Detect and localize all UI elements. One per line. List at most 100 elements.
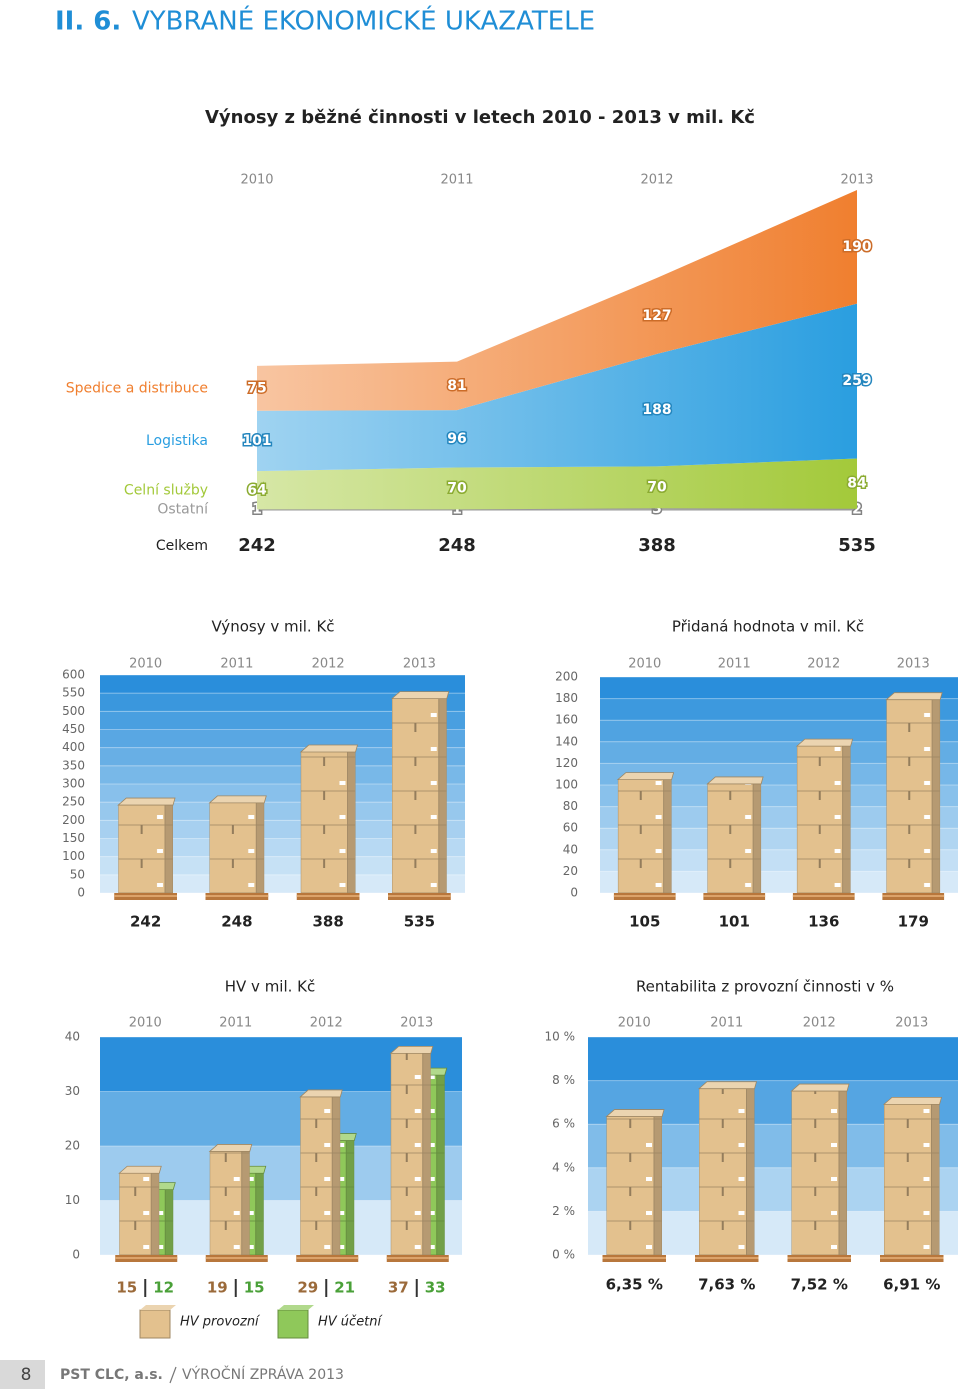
bar — [209, 802, 265, 893]
pallet-slat — [602, 1257, 666, 1259]
bar — [791, 1091, 847, 1255]
value-label: 84 — [847, 476, 867, 492]
bar — [707, 783, 762, 893]
x-tick-label: 2010 — [129, 657, 162, 672]
box-lid — [882, 1096, 943, 1105]
x-tick-label: 2012 — [807, 657, 840, 672]
value-label: 6,35 % — [606, 1276, 663, 1294]
value-label: 248 — [221, 913, 252, 931]
y-tick-label: 50 — [70, 867, 85, 881]
pallet-slat — [882, 895, 945, 897]
legend-label: Spedice a distribuce — [66, 380, 208, 396]
value-label: 7,52 % — [791, 1276, 848, 1294]
chart-title: Výnosy v mil. Kč — [211, 618, 334, 636]
plot-band — [600, 763, 958, 785]
box-lid — [616, 772, 675, 780]
x-tick-label: 2011 — [220, 657, 253, 672]
plot-band — [600, 720, 958, 742]
plot-band — [100, 747, 465, 766]
total-value: 248 — [438, 535, 476, 556]
y-tick-label: 200 — [62, 813, 85, 827]
legend-label: Ostatní — [157, 502, 209, 518]
y-tick-label: 350 — [62, 758, 85, 772]
plot-band — [100, 820, 465, 839]
chart-title: Rentabilita z provozní činnosti v % — [636, 978, 894, 996]
value-label: 81 — [447, 378, 466, 394]
x-tick-label: 2012 — [310, 1016, 343, 1031]
box-lid — [795, 738, 854, 747]
chart-title: Přidaná hodnota v mil. Kč — [672, 618, 864, 636]
value-label: 15 — [244, 1279, 265, 1297]
y-tick-label: 100 — [555, 778, 578, 792]
x-tick-label: 2013 — [400, 1016, 433, 1031]
x-tick-label: 2012 — [312, 657, 345, 672]
y-tick-label: 10 % — [545, 1030, 576, 1044]
plot-band — [600, 806, 958, 829]
value-label: 7,63 % — [698, 1276, 755, 1294]
y-tick-label: 0 — [570, 886, 578, 900]
plot-band — [600, 849, 958, 872]
box-lid — [299, 1089, 343, 1098]
chart-title: Výnosy z běžné činnosti v letech 2010 - … — [205, 107, 755, 128]
plot-band — [100, 693, 465, 712]
plot-band — [100, 784, 465, 803]
footer-company: PST CLC, a.s. — [60, 1367, 163, 1383]
value-label: 242 — [130, 913, 161, 931]
value-label: 179 — [898, 913, 929, 931]
total-value: 242 — [238, 535, 276, 556]
bar — [118, 805, 173, 893]
pallet-slat — [792, 895, 855, 897]
value-label: 15 — [116, 1279, 137, 1297]
value-label: 12 — [153, 1279, 174, 1297]
y-tick-label: 150 — [62, 831, 85, 845]
y-tick-label: 140 — [555, 734, 578, 748]
chart-title: HV v mil. Kč — [225, 978, 316, 996]
box-lid — [118, 1165, 162, 1174]
footer-report: VÝROČNÍ ZPRÁVA 2013 — [182, 1365, 344, 1383]
bar — [300, 752, 356, 893]
pallet-slat — [296, 895, 360, 897]
y-tick-label: 160 — [555, 713, 578, 727]
plot-band — [600, 871, 958, 893]
bar — [392, 698, 447, 893]
value-label: 64 — [247, 482, 267, 498]
value-label: 70 — [647, 479, 667, 495]
area — [257, 458, 857, 510]
value-label: 388 — [312, 913, 343, 931]
bar — [300, 1096, 341, 1255]
plot-band — [600, 828, 958, 850]
bar — [699, 1088, 755, 1255]
y-tick-label: 600 — [62, 668, 85, 682]
plot-band — [600, 677, 958, 699]
y-tick-label: 180 — [555, 691, 578, 705]
box-lid — [706, 776, 764, 785]
x-tick-label: 2011 — [718, 657, 751, 672]
pallet-slat — [388, 895, 451, 897]
y-tick-label: 0 — [72, 1248, 80, 1262]
y-tick-label: 250 — [62, 795, 85, 809]
x-tick-label: 2013 — [897, 657, 930, 672]
pallet-slat — [114, 895, 177, 897]
x-tick-label: 2010 — [628, 657, 661, 672]
value-label: 535 — [404, 913, 435, 931]
pallet-slat — [787, 1257, 851, 1259]
legend-label: Logistika — [146, 433, 208, 449]
y-tick-label: 300 — [62, 777, 85, 791]
value-label: 37 — [388, 1279, 409, 1297]
bar — [617, 779, 672, 893]
y-tick-label: 450 — [62, 722, 85, 736]
value-label: 259 — [842, 373, 871, 389]
pallet-slat — [205, 895, 269, 897]
x-tick-label: 2010 — [240, 173, 273, 188]
legend-label: HV účetní — [318, 1315, 384, 1330]
plot-band — [100, 838, 465, 857]
y-tick-label: 40 — [65, 1030, 80, 1044]
value-label: 188 — [642, 402, 671, 418]
x-tick-label: 2010 — [129, 1016, 162, 1031]
page-number: 8 — [21, 1365, 32, 1385]
bar — [606, 1116, 662, 1255]
value-label: 136 — [808, 913, 839, 931]
legend-swatch — [277, 1309, 309, 1339]
value-label: 105 — [629, 913, 660, 931]
